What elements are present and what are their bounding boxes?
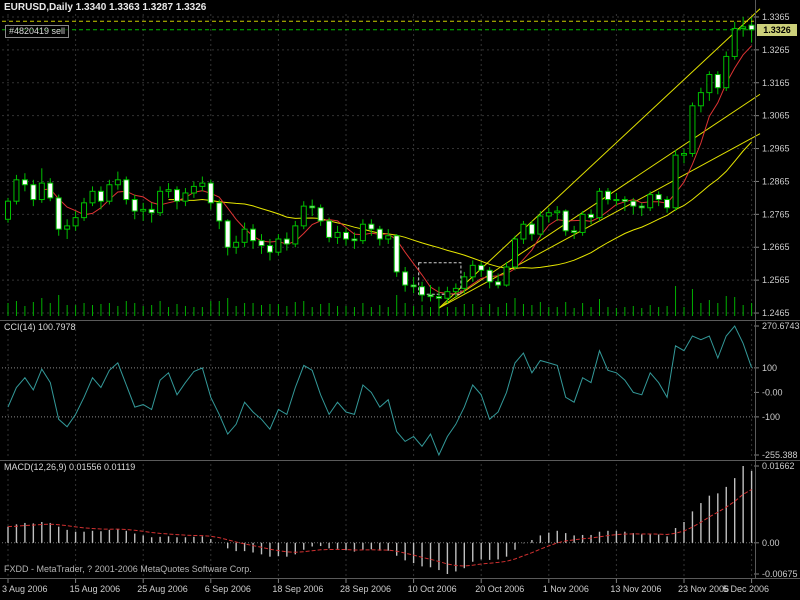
svg-text:1 Nov 2006: 1 Nov 2006: [543, 584, 589, 594]
svg-text:1.2865: 1.2865: [762, 176, 790, 186]
order-label[interactable]: #4820419 sell: [5, 25, 70, 38]
svg-text:100: 100: [762, 363, 777, 373]
svg-text:28 Sep 2006: 28 Sep 2006: [340, 584, 391, 594]
svg-text:0.01662: 0.01662: [762, 461, 795, 471]
macd-indicator-label: MACD(12,26,9) 0.01556 0.01119: [4, 462, 136, 472]
svg-text:18 Sep 2006: 18 Sep 2006: [272, 584, 323, 594]
svg-text:0.00: 0.00: [762, 538, 780, 548]
svg-text:-255.388: -255.388: [762, 450, 798, 460]
svg-text:23 Nov 2006: 23 Nov 2006: [678, 584, 729, 594]
svg-text:1.3265: 1.3265: [762, 45, 790, 55]
svg-text:6 Sep 2006: 6 Sep 2006: [205, 584, 251, 594]
svg-text:25 Aug 2006: 25 Aug 2006: [137, 584, 188, 594]
svg-text:270.6743: 270.6743: [762, 321, 800, 331]
svg-text:1.2465: 1.2465: [762, 308, 790, 318]
cci-pane: 270.6743 100 -0.00 -100 -255.388: [2, 321, 800, 460]
current-price-tag: 1.3326: [757, 24, 797, 36]
svg-text:10 Oct 2006: 10 Oct 2006: [408, 584, 457, 594]
grid-lines: [2, 14, 754, 576]
svg-text:5 Dec 2006: 5 Dec 2006: [723, 584, 769, 594]
svg-text:1.2765: 1.2765: [762, 209, 790, 219]
rectangle-object: [418, 262, 462, 295]
svg-text:13 Nov 2006: 13 Nov 2006: [610, 584, 661, 594]
svg-text:1.2965: 1.2965: [762, 144, 790, 154]
cci-indicator-label: CCI(14) 100.7978: [4, 322, 76, 332]
svg-text:15 Aug 2006: 15 Aug 2006: [70, 584, 121, 594]
macd-pane: 0.01662 0.00 -0.00675: [2, 461, 798, 579]
svg-text:-0.00675: -0.00675: [762, 569, 798, 579]
svg-text:20 Oct 2006: 20 Oct 2006: [475, 584, 524, 594]
price-axis[interactable]: 1.3365 1.3265 1.3165 1.3065 1.2965 1.2865 1.27…: [754, 12, 790, 318]
footer-credit: FXDD - MetaTrader, ? 2001-2006 MetaQuote…: [4, 564, 252, 574]
svg-text:1.3165: 1.3165: [762, 78, 790, 88]
pane-separators: [0, 0, 800, 579]
svg-text:1.2565: 1.2565: [762, 275, 790, 285]
svg-text:1.2665: 1.2665: [762, 242, 790, 252]
svg-text:1.3365: 1.3365: [762, 12, 790, 22]
order-lines: [2, 20, 754, 31]
time-axis[interactable]: 3 Aug 2006 15 Aug 2006 25 Aug 2006 6 Sep 20…: [2, 579, 769, 594]
candles: [5, 16, 755, 309]
volume-bars: [7, 286, 753, 316]
chart-title: EURUSD,Daily 1.3340 1.3363 1.3287 1.3326: [4, 2, 207, 13]
svg-text:-100: -100: [762, 412, 780, 422]
svg-text:1.3065: 1.3065: [762, 111, 790, 121]
svg-text:-0.00: -0.00: [762, 387, 783, 397]
svg-text:3 Aug 2006: 3 Aug 2006: [2, 584, 48, 594]
